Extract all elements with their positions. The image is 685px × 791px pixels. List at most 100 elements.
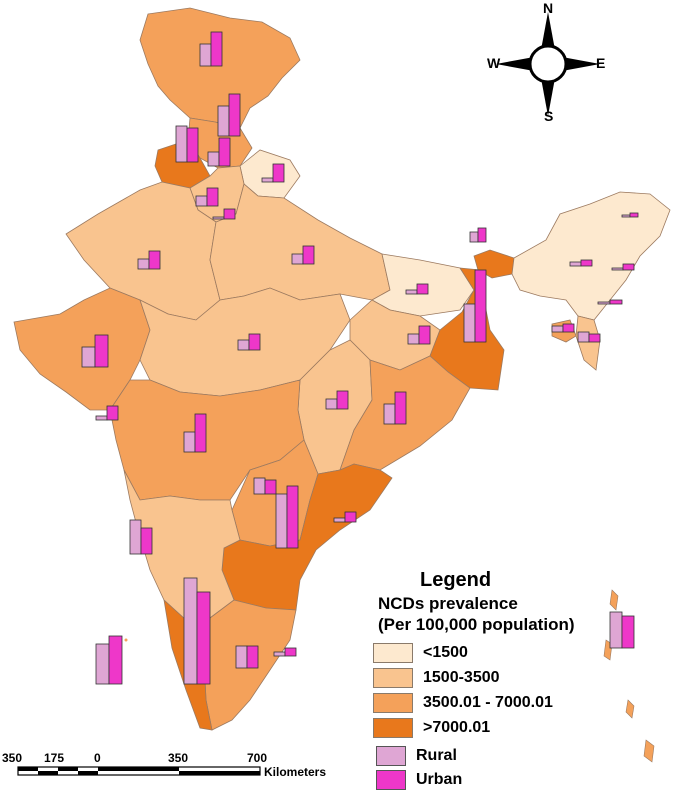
rural-bar xyxy=(611,267,624,271)
rural-bar xyxy=(195,195,208,207)
rural-bar xyxy=(569,261,582,267)
urban-bar xyxy=(148,250,161,270)
scale-tick-label: 700 xyxy=(247,751,268,765)
region-jammu-kashmir xyxy=(139,7,301,129)
rural-bar xyxy=(463,303,476,343)
legend-subtitle-2: (Per 100,000 population) xyxy=(378,615,575,634)
legend-bar-swatch xyxy=(376,770,406,790)
urban-bar xyxy=(629,212,639,218)
legend-class-label: 3500.01 - 7000.01 xyxy=(423,694,553,711)
rural-bar xyxy=(469,231,479,243)
urban-bar xyxy=(621,615,635,649)
urban-bar xyxy=(562,323,575,333)
urban-bar xyxy=(344,511,357,523)
rural-bar xyxy=(405,289,418,295)
rural-bar xyxy=(551,325,564,333)
rural-bar xyxy=(577,331,590,343)
urban-bar xyxy=(609,299,623,305)
urban-bar xyxy=(94,334,109,368)
legend-bar-label: Rural xyxy=(416,747,457,764)
urban-bar xyxy=(218,137,231,167)
urban-bar xyxy=(302,245,315,265)
urban-bar xyxy=(286,485,299,549)
rural-bar xyxy=(609,611,623,649)
compass-e-label: E xyxy=(596,55,606,71)
urban-bar xyxy=(622,263,635,271)
legend-class-label: 1500-3500 xyxy=(423,669,500,686)
legend-swatch xyxy=(373,718,413,738)
urban-bar xyxy=(416,283,429,295)
rural-bar xyxy=(81,346,96,368)
rural-bar xyxy=(95,643,110,685)
legend-class-4: >7000.01 xyxy=(373,717,490,739)
urban-bar xyxy=(418,325,431,345)
rural-bar xyxy=(175,125,188,163)
rural-bar xyxy=(325,398,338,410)
urban-bar xyxy=(580,259,593,267)
rural-bar xyxy=(237,339,250,351)
ncd-bars xyxy=(81,31,639,685)
rural-bar xyxy=(407,333,420,345)
rural-bar xyxy=(129,519,142,555)
legend-swatch xyxy=(373,693,413,713)
rural-bar xyxy=(212,216,225,220)
urban-bar xyxy=(588,333,601,343)
rural-bar xyxy=(207,151,220,167)
region-northeast xyxy=(511,191,671,321)
urban-bar xyxy=(336,390,349,410)
legend-class-1: <1500 xyxy=(373,642,468,664)
urban-bar xyxy=(140,527,153,555)
urban-bar xyxy=(210,31,223,67)
legend-bar-swatch xyxy=(376,746,406,766)
scale-bar xyxy=(17,766,261,776)
rural-bar xyxy=(217,105,230,137)
legend-bar-urban: Urban xyxy=(376,769,462,791)
region-andaman-islands xyxy=(603,589,655,763)
legend-class-label: >7000.01 xyxy=(423,719,491,736)
urban-bar xyxy=(284,647,297,657)
rural-bar xyxy=(183,431,196,453)
scale-tick-label: 350 xyxy=(168,751,189,765)
rural-bar xyxy=(183,577,198,685)
rural-bar xyxy=(235,645,248,669)
rural-bar xyxy=(253,477,266,495)
rural-bar xyxy=(95,415,108,421)
urban-bar xyxy=(186,127,199,163)
rural-bar xyxy=(275,493,288,549)
rural-bar xyxy=(597,301,611,305)
urban-bar xyxy=(228,93,241,137)
region-karnataka xyxy=(123,469,241,621)
legend-swatch xyxy=(373,643,413,663)
legend-class-3: 3500.01 - 7000.01 xyxy=(373,692,553,714)
urban-bar xyxy=(394,391,407,425)
urban-bar xyxy=(223,208,236,220)
urban-bar xyxy=(248,333,261,351)
legend-subtitle-1: NCDs prevalence xyxy=(378,594,518,613)
urban-bar xyxy=(206,187,219,207)
scale-tick-label: 350 xyxy=(2,751,23,765)
compass-icon xyxy=(496,12,600,116)
legend-title: Legend xyxy=(420,569,492,591)
rural-bar xyxy=(199,43,212,67)
legend-bar-label: Urban xyxy=(416,771,463,788)
legend-class-2: 1500-3500 xyxy=(373,667,500,689)
urban-bar xyxy=(264,479,277,495)
legend-class-label: <1500 xyxy=(423,644,468,661)
rural-bar xyxy=(137,258,150,270)
urban-bar xyxy=(196,591,211,685)
compass-n-label: N xyxy=(543,0,554,16)
scale-tick-label: 0 xyxy=(94,751,101,765)
urban-bar xyxy=(474,269,487,343)
scale-tick-label: 175 xyxy=(44,751,65,765)
legend-swatch xyxy=(373,668,413,688)
region-mizoram xyxy=(575,315,601,371)
rural-bar xyxy=(383,403,396,425)
urban-bar xyxy=(246,645,259,669)
urban-bar xyxy=(106,405,119,421)
urban-bar xyxy=(272,163,285,183)
rural-bar xyxy=(273,651,286,657)
scale-unit-label: Kilometers xyxy=(264,765,327,779)
urban-bar xyxy=(108,635,123,685)
rural-bar xyxy=(261,177,274,183)
